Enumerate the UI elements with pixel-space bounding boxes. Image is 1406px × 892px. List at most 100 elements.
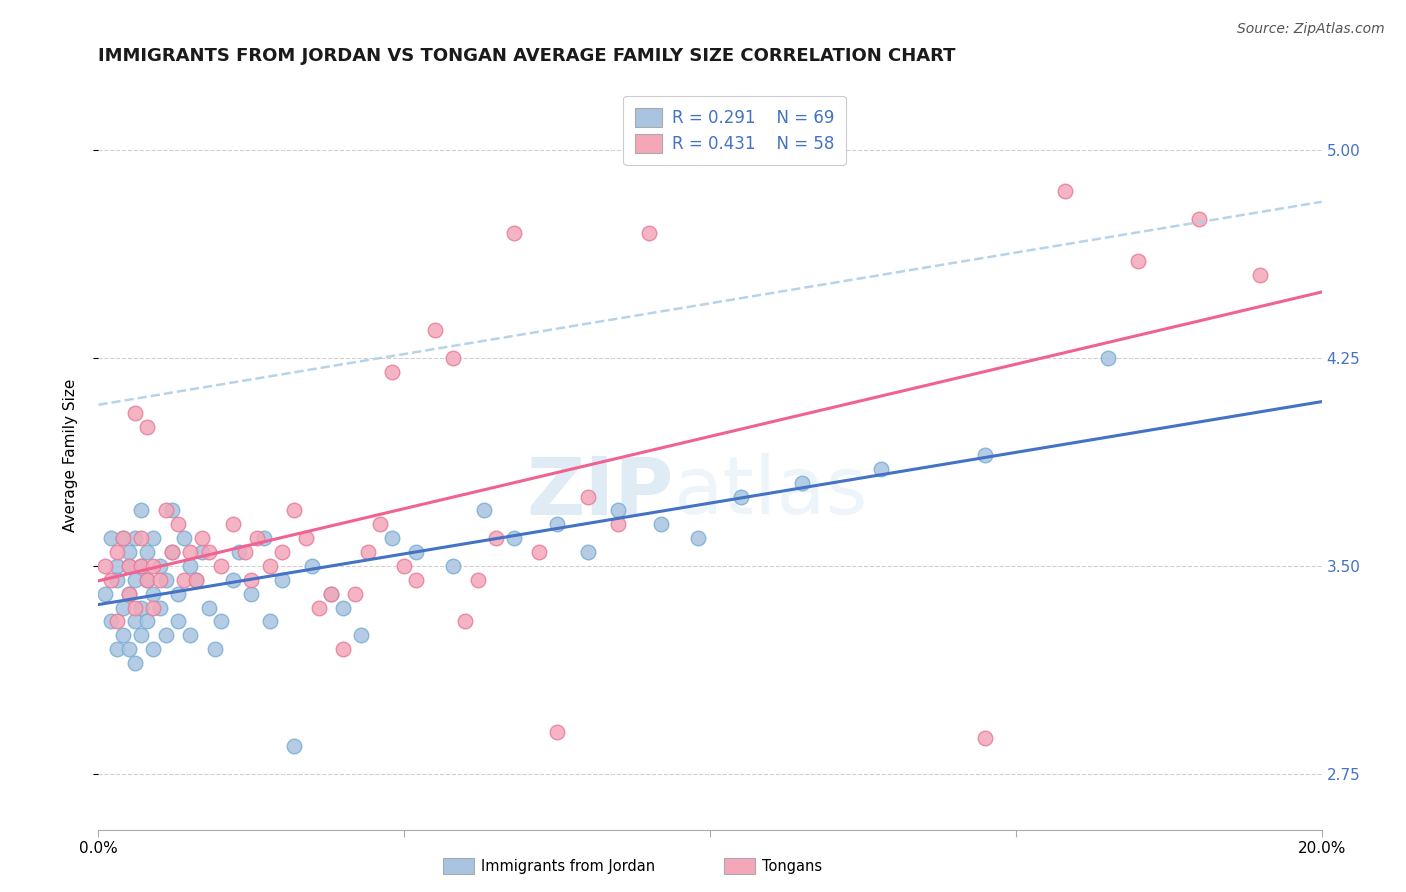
- Point: [149, 573, 172, 587]
- Point: [301, 558, 323, 573]
- Point: [454, 615, 477, 629]
- Point: [197, 545, 219, 559]
- Point: [186, 573, 208, 587]
- Y-axis label: Average Family Size: Average Family Size: [63, 378, 77, 532]
- Point: [191, 531, 214, 545]
- Point: [381, 531, 404, 545]
- Point: [686, 531, 709, 545]
- Point: [111, 531, 134, 545]
- Point: [209, 615, 232, 629]
- Point: [240, 587, 263, 601]
- Point: [179, 558, 201, 573]
- Point: [405, 573, 427, 587]
- Point: [129, 558, 152, 573]
- Point: [503, 226, 526, 240]
- Point: [790, 475, 813, 490]
- Point: [527, 545, 550, 559]
- Point: [637, 226, 661, 240]
- Text: atlas: atlas: [673, 453, 868, 532]
- Point: [129, 628, 152, 642]
- Point: [228, 545, 250, 559]
- Point: [155, 573, 177, 587]
- Point: [105, 642, 128, 657]
- Point: [607, 503, 630, 517]
- Point: [93, 558, 115, 573]
- Point: [118, 545, 141, 559]
- Point: [136, 573, 159, 587]
- Point: [1097, 351, 1119, 365]
- Point: [111, 628, 134, 642]
- Point: [233, 545, 256, 559]
- Point: [1053, 184, 1076, 198]
- Point: [246, 531, 269, 545]
- Point: [546, 517, 568, 532]
- Point: [259, 615, 281, 629]
- Point: [111, 531, 134, 545]
- Point: [1128, 253, 1150, 268]
- Point: [136, 545, 159, 559]
- Point: [650, 517, 672, 532]
- Point: [186, 573, 208, 587]
- Point: [240, 573, 263, 587]
- Point: [124, 573, 146, 587]
- Point: [100, 615, 122, 629]
- Point: [167, 517, 190, 532]
- Legend: R = 0.291    N = 69, R = 0.431    N = 58: R = 0.291 N = 69, R = 0.431 N = 58: [623, 96, 845, 165]
- Point: [142, 587, 165, 601]
- Point: [222, 517, 245, 532]
- Point: [129, 558, 152, 573]
- Point: [93, 587, 115, 601]
- Point: [576, 490, 599, 504]
- Text: IMMIGRANTS FROM JORDAN VS TONGAN AVERAGE FAMILY SIZE CORRELATION CHART: IMMIGRANTS FROM JORDAN VS TONGAN AVERAGE…: [98, 47, 956, 65]
- Text: ZIP: ZIP: [526, 453, 673, 532]
- Point: [259, 558, 281, 573]
- Point: [270, 573, 292, 587]
- Point: [142, 531, 165, 545]
- Point: [197, 600, 219, 615]
- Point: [381, 365, 404, 379]
- Point: [283, 739, 305, 754]
- Text: Immigrants from Jordan: Immigrants from Jordan: [481, 859, 655, 873]
- Point: [546, 725, 568, 739]
- Point: [118, 587, 141, 601]
- Point: [295, 531, 318, 545]
- Point: [503, 531, 526, 545]
- Point: [423, 323, 446, 337]
- Point: [485, 531, 508, 545]
- Point: [319, 587, 342, 601]
- Point: [252, 531, 274, 545]
- Point: [100, 573, 122, 587]
- Point: [167, 587, 190, 601]
- Point: [136, 420, 159, 434]
- Point: [405, 545, 427, 559]
- Point: [124, 406, 146, 420]
- Point: [209, 558, 232, 573]
- Point: [368, 517, 391, 532]
- Point: [1188, 212, 1211, 227]
- Point: [129, 503, 152, 517]
- Point: [118, 558, 141, 573]
- Point: [173, 573, 195, 587]
- Point: [124, 531, 146, 545]
- Point: [730, 490, 752, 504]
- Point: [356, 545, 378, 559]
- Point: [155, 503, 177, 517]
- Point: [136, 615, 159, 629]
- Point: [283, 503, 305, 517]
- Point: [441, 351, 464, 365]
- Point: [870, 462, 893, 476]
- Point: [124, 600, 146, 615]
- Point: [441, 558, 464, 573]
- Point: [124, 615, 146, 629]
- Point: [105, 615, 128, 629]
- Point: [105, 545, 128, 559]
- Point: [149, 558, 172, 573]
- Point: [160, 545, 183, 559]
- Point: [974, 448, 997, 462]
- Point: [173, 531, 195, 545]
- Point: [124, 656, 146, 670]
- Point: [118, 642, 141, 657]
- Point: [179, 545, 201, 559]
- Text: Source: ZipAtlas.com: Source: ZipAtlas.com: [1237, 22, 1385, 37]
- Point: [100, 531, 122, 545]
